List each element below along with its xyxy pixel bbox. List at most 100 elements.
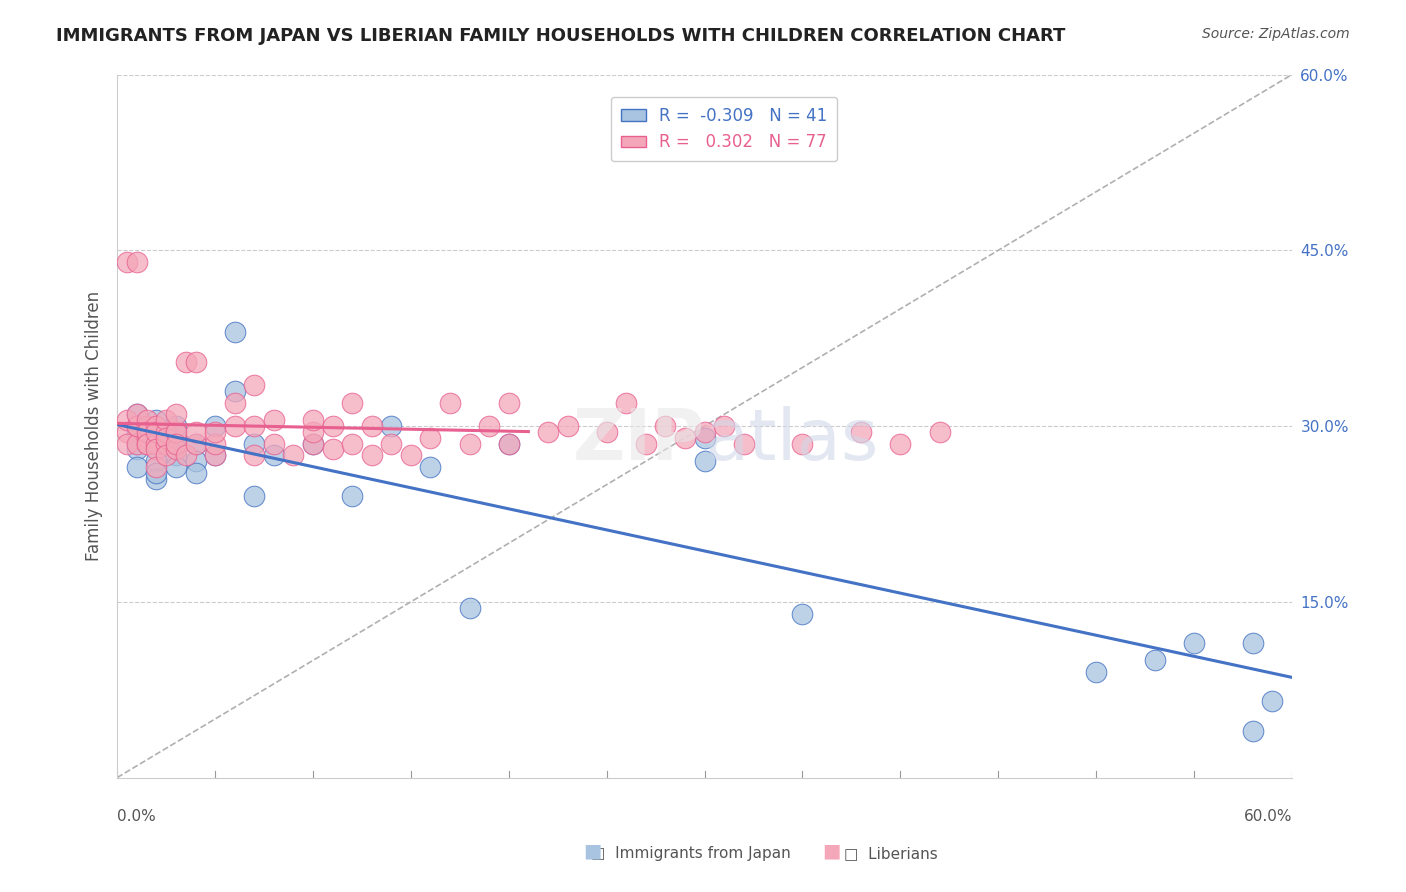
Point	[135, 419, 157, 434]
Text: 60.0%: 60.0%	[1243, 809, 1292, 824]
Point	[693, 425, 716, 439]
Point	[165, 425, 187, 439]
Point	[125, 419, 148, 434]
Text: ■: ■	[823, 842, 841, 861]
Point	[135, 413, 157, 427]
Point	[792, 436, 814, 450]
Point	[263, 448, 285, 462]
Point	[1182, 636, 1205, 650]
Point	[537, 425, 560, 439]
Point	[125, 255, 148, 269]
Point	[135, 436, 157, 450]
Text: Source: ZipAtlas.com: Source: ZipAtlas.com	[1202, 27, 1350, 41]
Point	[557, 419, 579, 434]
Point	[165, 436, 187, 450]
Point	[243, 436, 266, 450]
Point	[184, 436, 207, 450]
Point	[125, 419, 148, 434]
Point	[360, 448, 382, 462]
Point	[1241, 723, 1264, 738]
Point	[595, 425, 617, 439]
Point	[165, 460, 187, 475]
Point	[165, 448, 187, 462]
Point	[184, 425, 207, 439]
Point	[125, 460, 148, 475]
Point	[380, 419, 402, 434]
Point	[614, 395, 637, 409]
Text: ZIP: ZIP	[572, 406, 704, 475]
Point	[145, 454, 167, 468]
Point	[115, 255, 138, 269]
Point	[1143, 653, 1166, 667]
Point	[204, 448, 226, 462]
Point	[478, 419, 501, 434]
Point	[283, 448, 305, 462]
Point	[224, 384, 246, 398]
Point	[1261, 694, 1284, 708]
Point	[243, 378, 266, 392]
Point	[135, 425, 157, 439]
Point	[204, 425, 226, 439]
Point	[340, 395, 363, 409]
Point	[673, 431, 696, 445]
Point	[184, 354, 207, 368]
Point	[135, 431, 157, 445]
Point	[713, 419, 735, 434]
Point	[419, 431, 441, 445]
Point	[165, 442, 187, 457]
Point	[174, 354, 197, 368]
Point	[928, 425, 950, 439]
Point	[125, 419, 148, 434]
Point	[302, 436, 325, 450]
Point	[145, 419, 167, 434]
Point	[155, 413, 177, 427]
Text: □  Immigrants from Japan: □ Immigrants from Japan	[591, 846, 790, 861]
Point	[693, 431, 716, 445]
Point	[792, 607, 814, 621]
Point	[204, 436, 226, 450]
Point	[498, 436, 520, 450]
Point	[302, 413, 325, 427]
Point	[145, 413, 167, 427]
Text: ■: ■	[583, 842, 602, 861]
Point	[165, 425, 187, 439]
Point	[145, 425, 167, 439]
Point	[498, 395, 520, 409]
Point	[155, 436, 177, 450]
Point	[125, 425, 148, 439]
Point	[340, 489, 363, 503]
Point	[174, 448, 197, 462]
Legend: R =  -0.309   N = 41, R =   0.302   N = 77: R = -0.309 N = 41, R = 0.302 N = 77	[610, 97, 837, 161]
Point	[115, 413, 138, 427]
Point	[204, 419, 226, 434]
Text: atlas: atlas	[704, 406, 879, 475]
Point	[145, 460, 167, 475]
Point	[1241, 636, 1264, 650]
Point	[634, 436, 657, 450]
Point	[360, 419, 382, 434]
Point	[322, 419, 344, 434]
Point	[302, 436, 325, 450]
Point	[851, 425, 873, 439]
Point	[340, 436, 363, 450]
Point	[204, 448, 226, 462]
Text: 0.0%: 0.0%	[117, 809, 156, 824]
Point	[155, 425, 177, 439]
Text: □  Liberians: □ Liberians	[844, 846, 938, 861]
Point	[145, 425, 167, 439]
Point	[125, 436, 148, 450]
Point	[125, 436, 148, 450]
Point	[155, 448, 177, 462]
Point	[224, 395, 246, 409]
Point	[155, 431, 177, 445]
Point	[889, 436, 911, 450]
Point	[243, 419, 266, 434]
Point	[145, 436, 167, 450]
Point	[419, 460, 441, 475]
Point	[145, 466, 167, 480]
Point	[165, 419, 187, 434]
Point	[115, 425, 138, 439]
Point	[458, 600, 481, 615]
Y-axis label: Family Households with Children: Family Households with Children	[86, 291, 103, 561]
Point	[399, 448, 422, 462]
